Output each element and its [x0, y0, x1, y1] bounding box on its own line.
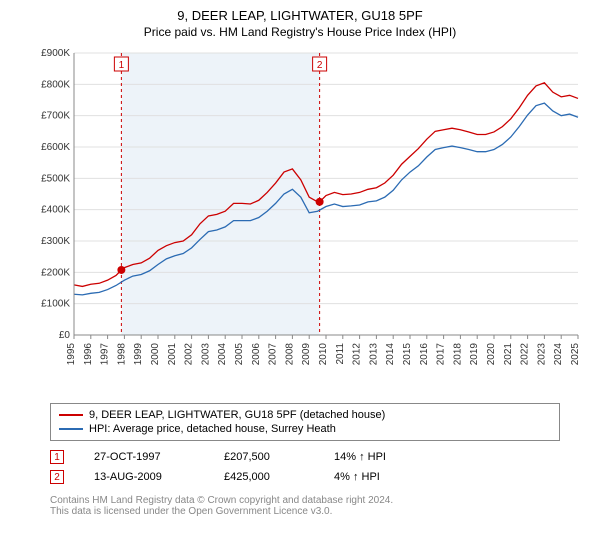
legend-swatch	[59, 428, 83, 430]
svg-text:2022: 2022	[520, 343, 531, 366]
legend-row: 9, DEER LEAP, LIGHTWATER, GU18 5PF (deta…	[59, 408, 551, 422]
svg-text:2011: 2011	[335, 343, 346, 365]
chart-subtitle: Price paid vs. HM Land Registry's House …	[0, 23, 600, 39]
legend-row: HPI: Average price, detached house, Surr…	[59, 422, 551, 436]
svg-text:2001: 2001	[167, 343, 178, 366]
svg-text:2018: 2018	[452, 343, 463, 366]
svg-text:£300K: £300K	[41, 236, 70, 247]
footer-text: Contains HM Land Registry data © Crown c…	[50, 495, 560, 517]
svg-text:£800K: £800K	[41, 79, 70, 90]
svg-text:2023: 2023	[536, 343, 547, 366]
svg-text:2012: 2012	[352, 343, 363, 366]
marker-table: 1 27-OCT-1997 £207,500 14% ↑ HPI 2 13-AUG-200…	[50, 447, 560, 487]
marker-badge: 2	[50, 470, 64, 484]
svg-text:2002: 2002	[184, 343, 195, 366]
svg-text:2025: 2025	[570, 343, 581, 366]
svg-text:2003: 2003	[200, 343, 211, 366]
marker-delta: 4% ↑ HPI	[334, 471, 380, 483]
marker-row: 1 27-OCT-1997 £207,500 14% ↑ HPI	[50, 447, 560, 467]
svg-text:£600K: £600K	[41, 142, 70, 153]
svg-text:£100K: £100K	[41, 299, 70, 310]
svg-text:£500K: £500K	[41, 173, 70, 184]
svg-text:2013: 2013	[368, 343, 379, 366]
svg-text:2007: 2007	[268, 343, 279, 366]
chart-svg: £0 £100K £200K £300K £400K £500K £600K £700K £80…	[30, 47, 590, 397]
svg-text:2000: 2000	[150, 343, 161, 366]
svg-text:2024: 2024	[553, 343, 564, 366]
svg-text:2004: 2004	[217, 343, 228, 366]
marker-row: 2 13-AUG-2009 £425,000 4% ↑ HPI	[50, 467, 560, 487]
marker-date: 27-OCT-1997	[94, 451, 194, 463]
svg-text:1: 1	[119, 60, 125, 71]
svg-text:£700K: £700K	[41, 111, 70, 122]
svg-text:2017: 2017	[436, 343, 447, 366]
svg-text:£900K: £900K	[41, 48, 70, 59]
marker-price: £425,000	[224, 471, 304, 483]
chart-container: £0 £100K £200K £300K £400K £500K £600K £700K £80…	[30, 47, 590, 397]
legend-label: HPI: Average price, detached house, Surr…	[89, 423, 336, 435]
svg-text:2021: 2021	[503, 343, 514, 366]
svg-text:2015: 2015	[402, 343, 413, 366]
svg-text:2009: 2009	[301, 343, 312, 366]
legend: 9, DEER LEAP, LIGHTWATER, GU18 5PF (deta…	[50, 403, 560, 441]
svg-text:1999: 1999	[133, 343, 144, 366]
svg-text:2019: 2019	[469, 343, 480, 366]
svg-text:2006: 2006	[251, 343, 262, 366]
footer-line-1: Contains HM Land Registry data © Crown c…	[50, 495, 560, 506]
svg-text:1996: 1996	[83, 343, 94, 366]
marker-badge: 1	[50, 450, 64, 464]
svg-text:1998: 1998	[116, 343, 127, 366]
svg-text:2010: 2010	[318, 343, 329, 366]
svg-text:£400K: £400K	[41, 205, 70, 216]
marker-price: £207,500	[224, 451, 304, 463]
marker-delta: 14% ↑ HPI	[334, 451, 386, 463]
chart-title: 9, DEER LEAP, LIGHTWATER, GU18 5PF	[0, 0, 600, 23]
svg-text:2008: 2008	[284, 343, 295, 366]
svg-text:£0: £0	[59, 330, 71, 341]
legend-swatch	[59, 414, 83, 416]
footer-line-2: This data is licensed under the Open Gov…	[50, 506, 560, 517]
svg-text:£200K: £200K	[41, 267, 70, 278]
svg-text:2020: 2020	[486, 343, 497, 366]
svg-text:2: 2	[317, 60, 323, 71]
svg-text:1997: 1997	[100, 343, 111, 366]
marker-date: 13-AUG-2009	[94, 471, 194, 483]
svg-text:2014: 2014	[385, 343, 396, 366]
svg-text:2016: 2016	[419, 343, 430, 366]
legend-label: 9, DEER LEAP, LIGHTWATER, GU18 5PF (deta…	[89, 409, 385, 421]
svg-text:2005: 2005	[234, 343, 245, 366]
svg-text:1995: 1995	[66, 343, 77, 366]
